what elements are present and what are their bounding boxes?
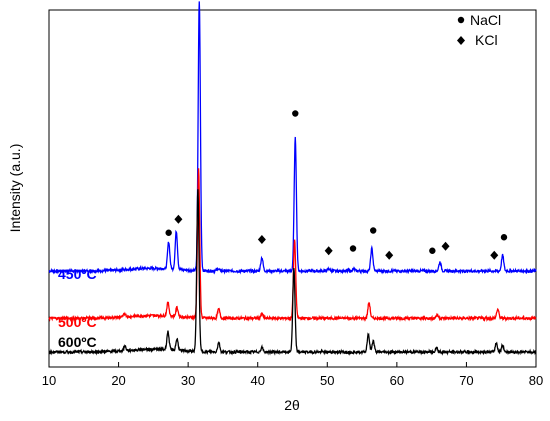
kcl-marker	[385, 250, 394, 260]
x-tick-label: 70	[459, 373, 473, 388]
nacl-marker	[370, 227, 377, 234]
legend-label-kcl: KCl	[475, 32, 498, 48]
kcl-marker	[174, 214, 183, 224]
x-tick-label: 40	[250, 373, 264, 388]
x-tick-label: 60	[390, 373, 404, 388]
y-axis-title: Intensity (a.u.)	[7, 144, 23, 233]
kcl-marker	[257, 235, 266, 244]
x-tick-label: 50	[320, 373, 334, 388]
legend-circle-marker	[457, 16, 465, 24]
nacl-marker	[429, 247, 436, 254]
nacl-marker	[500, 234, 508, 241]
nacl-marker	[292, 110, 299, 117]
series-label: 500ºC	[58, 314, 97, 330]
legend-diamond-marker	[457, 36, 465, 45]
phase-markers	[165, 110, 508, 260]
x-axis: 10 20 30 40 50 60 70 80	[42, 362, 543, 388]
x-axis-title: 2θ	[284, 397, 300, 413]
series-group	[48, 1, 537, 356]
x-tick-label: 10	[42, 373, 56, 388]
x-tick-label: 80	[529, 373, 543, 388]
x-tick-label: 20	[111, 373, 125, 388]
legend-label-nacl: NaCl	[470, 12, 501, 28]
kcl-marker	[441, 241, 450, 251]
series-line-2	[48, 189, 537, 356]
series-label: 600ºC	[58, 334, 97, 350]
nacl-marker	[349, 245, 357, 252]
legend: NaCl KCl	[457, 12, 501, 48]
nacl-marker	[165, 229, 172, 236]
series-labels: 450ºC 500ºC 600ºC	[58, 266, 97, 350]
series-line-0	[48, 1, 537, 275]
kcl-marker	[324, 246, 333, 256]
series-label: 450ºC	[58, 266, 97, 282]
x-tick-label: 30	[181, 373, 195, 388]
kcl-marker	[490, 250, 499, 260]
plot-frame	[48, 9, 537, 368]
